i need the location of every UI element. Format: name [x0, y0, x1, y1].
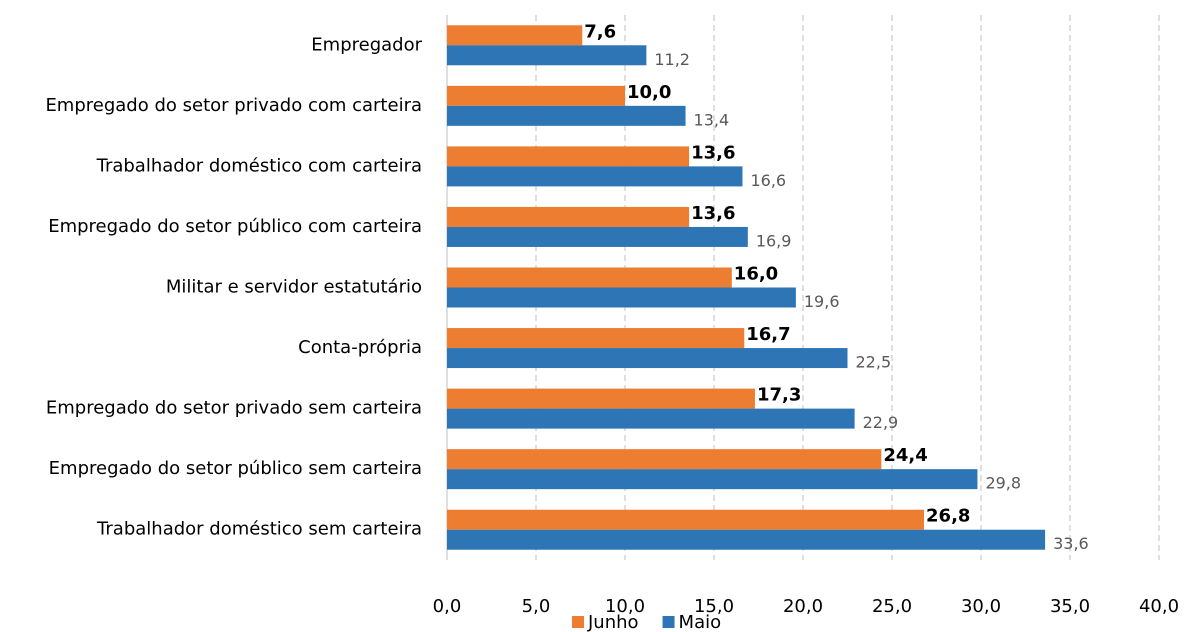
legend-label: Junho — [587, 612, 639, 632]
bar — [447, 45, 647, 66]
bar — [447, 166, 743, 187]
bar — [447, 408, 855, 429]
bar — [447, 509, 925, 530]
x-tick-label: 35,0 — [1050, 596, 1090, 617]
value-label: 26,8 — [926, 506, 970, 527]
x-tick-label: 30,0 — [961, 596, 1001, 617]
value-label: 13,4 — [694, 110, 730, 129]
bar — [447, 348, 848, 369]
value-label: 10,0 — [627, 82, 671, 103]
bar — [447, 206, 690, 227]
value-label: 29,8 — [985, 474, 1021, 493]
category-label: Empregado do setor público sem carteira — [49, 458, 422, 479]
bar — [447, 388, 755, 409]
bar — [447, 146, 690, 167]
legend-label: Maio — [679, 612, 722, 632]
category-label: Trabalhador doméstico sem carteira — [96, 519, 422, 540]
bar — [447, 469, 978, 490]
value-label: 11,2 — [654, 50, 690, 69]
bar — [447, 328, 745, 349]
bar — [447, 85, 625, 106]
value-label: 33,6 — [1053, 534, 1089, 553]
category-label: Militar e servidor estatutário — [166, 277, 422, 298]
value-label: 17,3 — [757, 385, 801, 406]
value-label: 16,9 — [756, 231, 792, 250]
value-label: 7,6 — [584, 21, 616, 42]
x-tick-label: 5,0 — [522, 596, 551, 617]
category-label: Empregado do setor privado sem carteira — [46, 398, 422, 419]
value-label: 22,5 — [856, 353, 892, 372]
x-tick-label: 15,0 — [694, 596, 734, 617]
bar — [447, 226, 748, 247]
bar — [447, 105, 686, 126]
value-label: 24,4 — [883, 445, 927, 466]
value-label: 19,6 — [804, 292, 840, 311]
bar — [447, 25, 583, 46]
x-tick-label: 10,0 — [605, 596, 645, 617]
x-tick-label: 25,0 — [872, 596, 912, 617]
bar — [447, 287, 796, 308]
bar — [447, 529, 1046, 550]
category-label: Trabalhador doméstico com carteira — [96, 155, 422, 176]
category-label: Empregado do setor privado com carteira — [45, 95, 422, 116]
x-tick-label: 0,0 — [433, 596, 462, 617]
bar — [447, 449, 882, 470]
legend-swatch — [572, 616, 584, 628]
category-label: Conta-própria — [298, 337, 422, 358]
x-tick-label: 40,0 — [1139, 596, 1179, 617]
category-label: Empregado do setor público com carteira — [48, 216, 422, 237]
value-label: 16,6 — [750, 171, 786, 190]
legend-swatch — [662, 616, 675, 628]
value-label: 13,6 — [691, 142, 735, 163]
x-tick-label: 20,0 — [783, 596, 823, 617]
bar — [447, 267, 732, 288]
value-label: 13,6 — [691, 203, 735, 224]
category-label: Empregador — [311, 34, 422, 55]
value-label: 22,9 — [863, 413, 899, 432]
value-label: 16,0 — [734, 264, 778, 285]
value-label: 16,7 — [746, 324, 790, 345]
